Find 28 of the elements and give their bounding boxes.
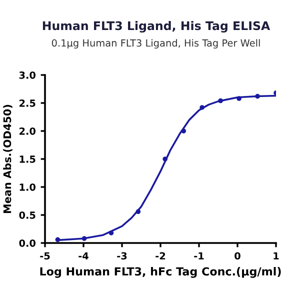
point <box>255 94 260 99</box>
x-tick-label: -2 <box>156 252 166 260</box>
point <box>82 236 87 241</box>
chart-title: Human FLT3 Ligand, His Tag ELISA <box>42 21 270 33</box>
point <box>55 237 60 242</box>
point <box>108 230 114 236</box>
y-tick-label: 0.0 <box>19 239 36 247</box>
y-tick-label: 3.0 <box>19 71 36 79</box>
x-tick-label: 1 <box>274 252 279 260</box>
chart-subtitle: 0.1µg Human FLT3 Ligand, His Tag Per Well <box>52 39 260 49</box>
y-tick-label: 2.0 <box>20 127 36 135</box>
point <box>162 156 168 162</box>
x-tick-label: -1 <box>194 252 204 260</box>
point <box>181 128 186 134</box>
point <box>200 105 204 110</box>
y-axis-title: Mean Abs.(OD450) <box>3 104 12 214</box>
x-tick-label: -5 <box>40 252 50 260</box>
y-tick-label: 1.5 <box>20 156 36 163</box>
x-axis-title: Log Human FLT3, hFc Tag Conc.(µg/ml) <box>40 266 281 278</box>
x-tick-label: -4 <box>78 252 88 260</box>
point <box>218 98 223 104</box>
x-tick-label: -3 <box>117 252 127 260</box>
point <box>136 209 141 214</box>
x-tick-label: 0 <box>234 252 240 260</box>
y-tick-label: 2.5 <box>20 99 36 107</box>
point <box>236 96 242 101</box>
y-tick-label: 0.5 <box>19 211 36 219</box>
y-tick-label: 1.0 <box>20 183 36 191</box>
